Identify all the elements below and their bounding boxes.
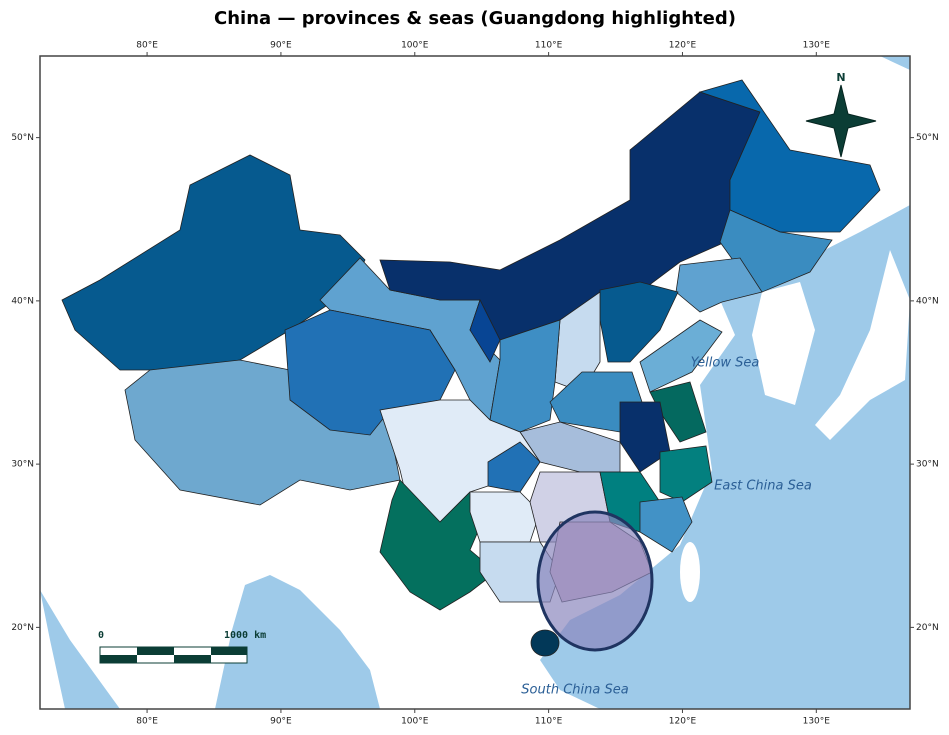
scale-bar-segment <box>211 647 247 655</box>
y-tick-label: 50°N <box>11 133 34 143</box>
pacific-sea <box>540 56 910 709</box>
province <box>659 445 713 503</box>
province <box>530 629 560 657</box>
province <box>469 298 501 363</box>
province <box>639 319 723 393</box>
province <box>489 319 561 433</box>
province <box>379 479 497 611</box>
x-tick-label: 80°E <box>136 41 158 51</box>
japan <box>815 250 910 440</box>
x-tick-label: 110°E <box>535 717 563 727</box>
korea <box>752 282 815 405</box>
sea-label: East China Sea <box>714 479 812 494</box>
scale-bar-segment <box>174 655 211 663</box>
province <box>599 281 679 363</box>
north-arrow: N <box>805 71 877 158</box>
north-label: N <box>836 71 845 84</box>
scale-bar-segment <box>137 647 174 655</box>
y-tick-label: 50°N <box>916 133 939 143</box>
map-area: 0 1000 km N Yellow Sea East China Sea So… <box>40 56 910 709</box>
province <box>619 401 671 473</box>
sea-label: South China Sea <box>521 683 628 698</box>
province <box>487 441 541 493</box>
x-tick-label: 90°E <box>270 717 292 727</box>
province <box>698 79 881 233</box>
x-tick-label: 120°E <box>669 717 697 727</box>
x-tick-label: 90°E <box>270 41 292 51</box>
y-tick-label: 40°N <box>11 296 34 306</box>
x-tick-label: 100°E <box>401 717 429 727</box>
x-tick-label: 130°E <box>803 717 831 727</box>
north-star <box>805 84 877 158</box>
x-tick-label: 80°E <box>136 717 158 727</box>
map-frame <box>39 55 911 710</box>
taiwan <box>680 542 700 602</box>
y-tick-label: 30°N <box>11 460 34 470</box>
x-tick-label: 120°E <box>669 41 697 51</box>
sea-label: Yellow Sea <box>691 356 760 371</box>
province <box>639 496 693 553</box>
y-tick-label: 20°N <box>11 623 34 633</box>
y-tick-label: 20°N <box>916 623 939 633</box>
scale-end: 1000 km <box>224 630 266 641</box>
x-tick-label: 110°E <box>535 41 563 51</box>
x-tick-label: 130°E <box>803 41 831 51</box>
x-tick-label: 100°E <box>401 41 429 51</box>
map-title: China — provinces & seas (Guangdong high… <box>214 8 736 29</box>
scale-start: 0 <box>98 630 104 641</box>
highlight-ellipse <box>536 510 654 652</box>
indian-ocean <box>40 575 380 709</box>
y-tick-label: 40°N <box>916 296 939 306</box>
scale-bar: 0 1000 km <box>98 630 266 664</box>
scale-bar-segment <box>100 655 137 663</box>
y-tick-label: 30°N <box>916 460 939 470</box>
